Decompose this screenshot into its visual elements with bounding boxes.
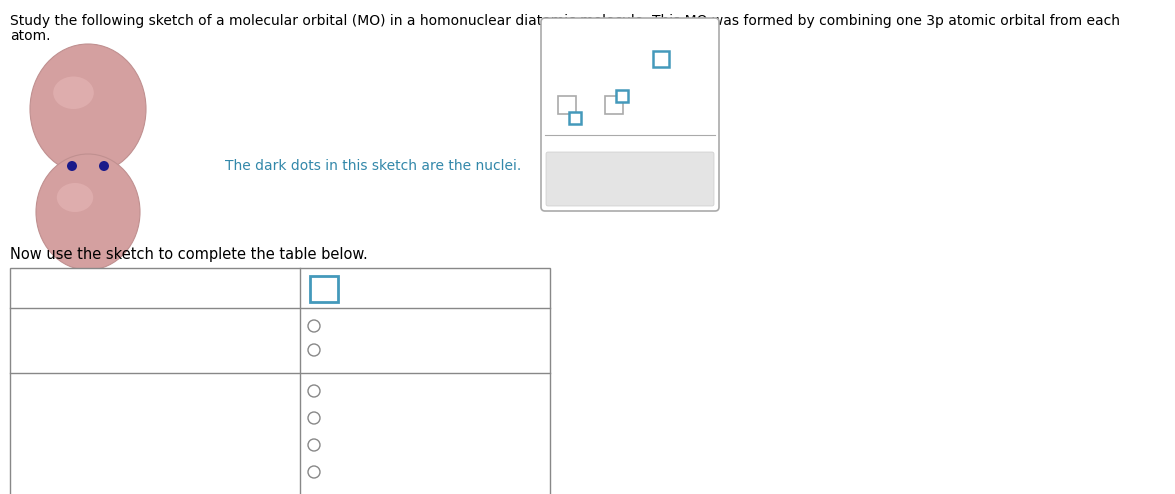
Text: Write the symbol for this MO.: Write the symbol for this MO. (18, 282, 213, 294)
Circle shape (99, 161, 109, 171)
Text: *: * (672, 44, 678, 57)
Circle shape (308, 385, 320, 397)
Text: What is the energy of this MO, compared to the: What is the energy of this MO, compared … (18, 385, 336, 398)
Ellipse shape (31, 44, 146, 174)
Text: to decide: to decide (328, 478, 390, 491)
Circle shape (67, 161, 78, 171)
Bar (653, 51, 669, 67)
Text: lower: lower (328, 412, 364, 424)
Bar (558, 96, 576, 114)
Text: σ: σ (562, 48, 572, 66)
Circle shape (308, 439, 320, 451)
FancyBboxPatch shape (546, 152, 714, 206)
FancyBboxPatch shape (540, 18, 719, 211)
Text: atom.: atom. (11, 29, 51, 43)
Circle shape (308, 466, 320, 478)
Bar (616, 90, 627, 102)
Bar (310, 276, 338, 302)
Ellipse shape (36, 154, 140, 270)
Text: energy of a 3p orbital on one of the separate: energy of a 3p orbital on one of the sep… (18, 403, 320, 416)
Text: ×: × (566, 169, 583, 189)
Text: Now use the sketch to complete the table below.: Now use the sketch to complete the table… (11, 247, 368, 262)
Circle shape (308, 320, 320, 332)
Text: bonding: bonding (328, 320, 382, 332)
Bar (11, 268, 550, 494)
Text: ↺: ↺ (622, 169, 638, 189)
Text: higher: higher (328, 384, 371, 398)
Text: the same: the same (328, 439, 390, 452)
Bar (569, 112, 580, 124)
Bar (605, 96, 623, 114)
Text: Is this a bonding or antibonding MO?: Is this a bonding or antibonding MO? (18, 334, 263, 347)
Text: antibonding: antibonding (328, 343, 408, 357)
Text: π: π (612, 48, 623, 66)
Ellipse shape (53, 77, 94, 109)
Circle shape (308, 344, 320, 356)
Text: Study the following sketch of a molecular orbital (MO) in a homonuclear diatomic: Study the following sketch of a molecula… (11, 14, 1120, 28)
Text: not enough information: not enough information (328, 465, 485, 478)
Text: The dark dots in this sketch are the nuclei.: The dark dots in this sketch are the nuc… (224, 159, 522, 173)
Text: ?: ? (680, 169, 690, 189)
Ellipse shape (56, 183, 93, 212)
Text: atoms?: atoms? (18, 421, 66, 434)
Circle shape (308, 412, 320, 424)
